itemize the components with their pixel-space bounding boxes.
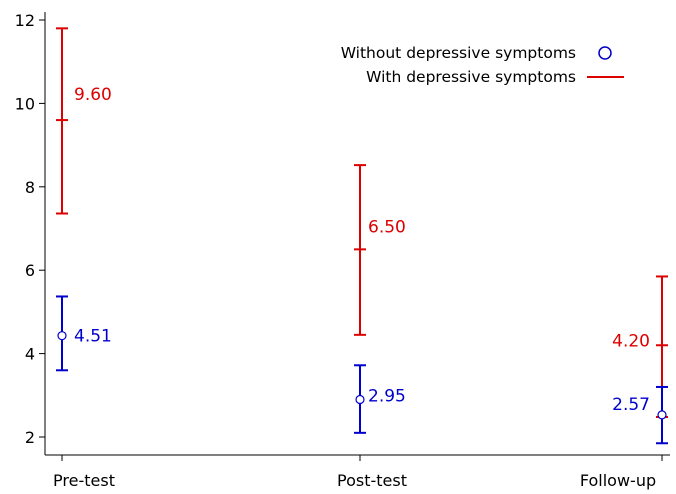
x-tick-label: Pre-test [53, 471, 115, 490]
legend: Without depressive symptoms With depressi… [341, 44, 624, 86]
data-point [57, 331, 67, 341]
data-label: 2.57 [612, 395, 650, 415]
y-tick-label: 4 [25, 345, 35, 364]
chart-marks: 9.60 6.50 4.20 4.51 2.95 2.57 [56, 27, 668, 445]
data-label: 2.95 [368, 386, 406, 406]
error-bar [56, 295, 68, 372]
data-label: 4.20 [612, 331, 650, 351]
x-tick-label: Follow-up [580, 471, 656, 490]
error-bar [354, 164, 366, 336]
y-tick-label: 10 [15, 94, 35, 113]
axes: 2 4 6 8 10 12 Pre-test Post-test Follow-up [15, 11, 670, 490]
legend-label: With depressive symptoms [366, 68, 576, 86]
data-label: 4.51 [74, 327, 112, 347]
data-label: 6.50 [368, 217, 406, 237]
data-point [657, 410, 667, 420]
error-bar [656, 385, 668, 445]
x-tick-label: Post-test [337, 471, 407, 490]
y-tick-label: 8 [25, 178, 35, 197]
y-tick-label: 2 [25, 428, 35, 447]
legend-marker-circle [598, 46, 612, 60]
data-point [355, 394, 365, 405]
legend-label: Without depressive symptoms [341, 44, 576, 62]
error-bar [354, 364, 366, 434]
y-tick-label: 6 [25, 261, 35, 280]
data-label: 9.60 [74, 85, 112, 105]
y-tick-label: 12 [15, 11, 35, 30]
error-bar [56, 27, 68, 215]
